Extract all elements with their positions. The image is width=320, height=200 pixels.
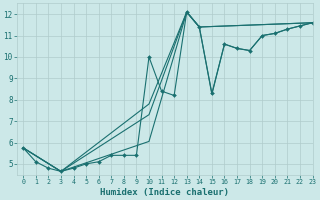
X-axis label: Humidex (Indice chaleur): Humidex (Indice chaleur) [100,188,229,197]
